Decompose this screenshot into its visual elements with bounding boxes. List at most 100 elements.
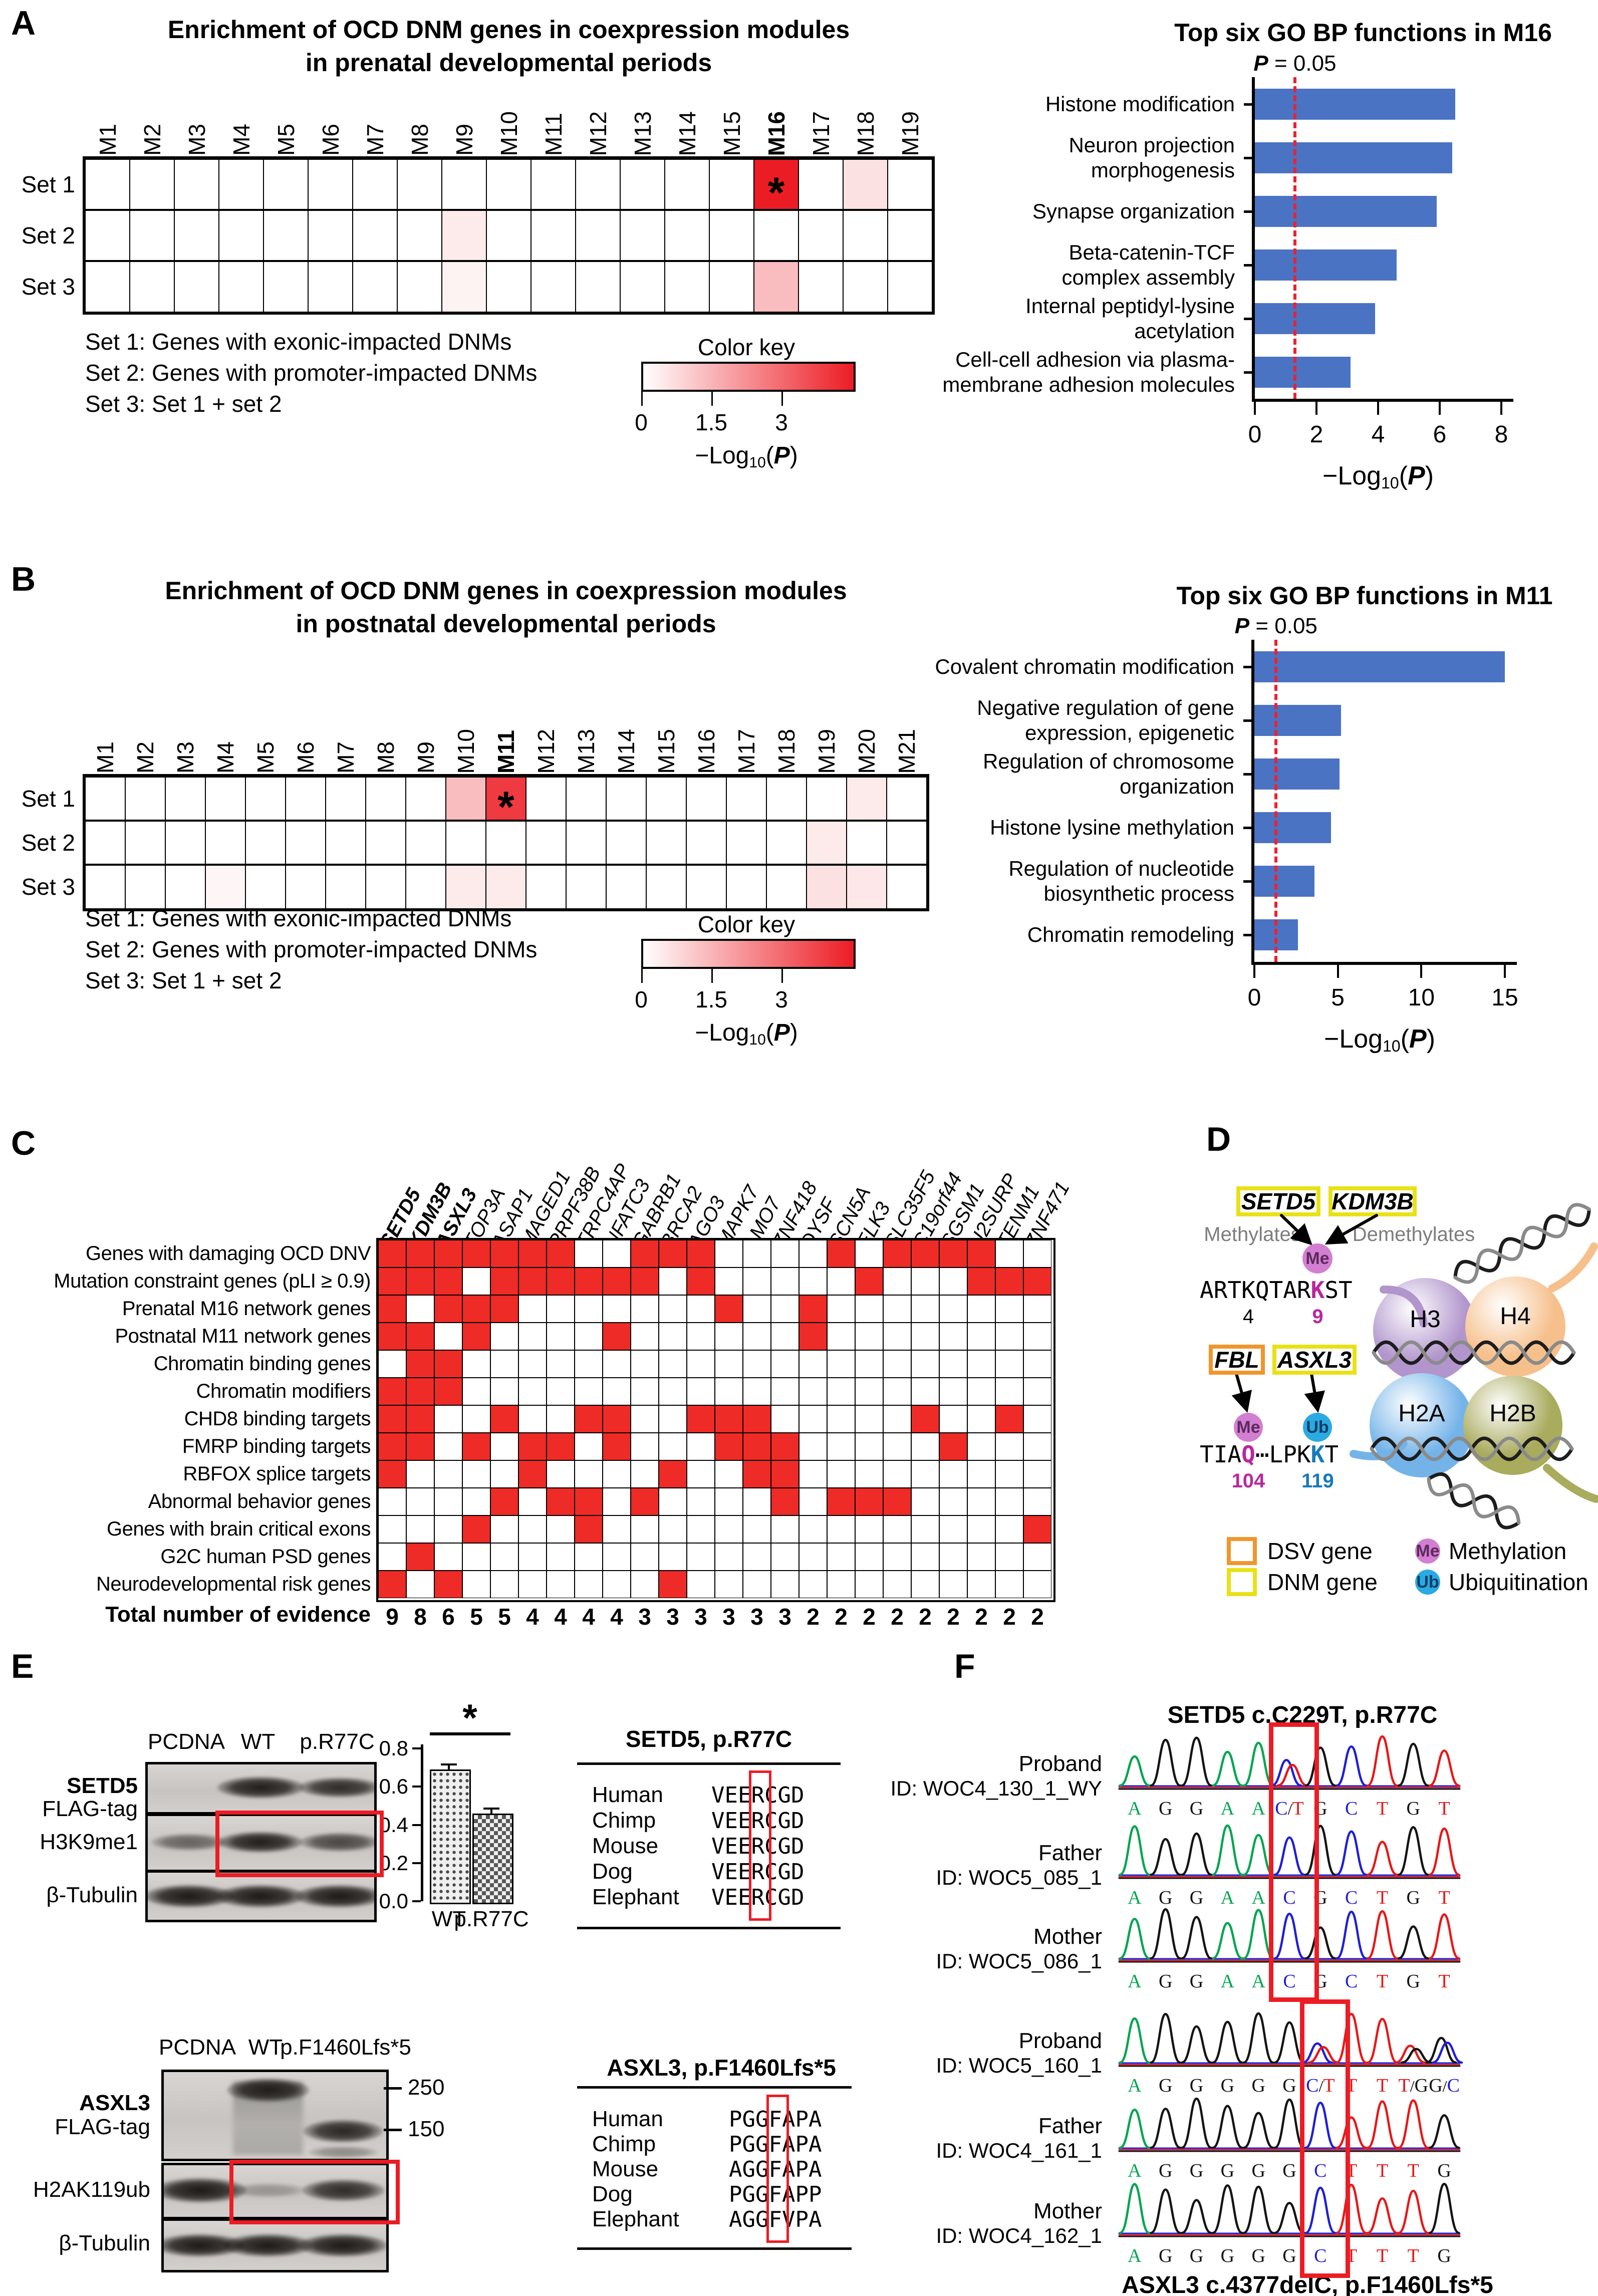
panelC-cell-r10-c17 — [855, 1515, 883, 1543]
panelD-dna-diagonal-bottom — [1427, 1472, 1521, 1529]
panelC-cell-r6-c15 — [799, 1405, 827, 1433]
panelC-cell-r0-c15 — [799, 1240, 827, 1267]
panelB-go-y-axis — [1251, 640, 1254, 962]
panelC-cell-r2-c17 — [855, 1295, 883, 1323]
panelD-seq2-char-4: ⋯ — [1255, 1441, 1269, 1468]
panelF-asxl3-trace1-who: Father — [1038, 2114, 1102, 2138]
panelC-cell-r3-c11 — [687, 1323, 715, 1350]
panelE-bot-label-tub: β-Tubulin — [59, 2231, 150, 2255]
panelC-cell-r12-c12 — [715, 1571, 743, 1598]
panelC-total-3: 5 — [470, 1604, 483, 1630]
panelD-legend-label-me: Methylation — [1449, 1538, 1567, 1564]
panelC-total-21: 2 — [975, 1604, 988, 1630]
xlabel-p: P — [773, 442, 790, 469]
panelC-cell-r11-c15 — [799, 1543, 827, 1571]
panelE-bar-ytickmark-3 — [412, 1785, 421, 1788]
panelA-cell-Set3-M10 — [486, 261, 531, 312]
panelB-go-x-ticklabel-1: 5 — [1331, 984, 1345, 1011]
panelB-cell-Set3-M16 — [686, 865, 726, 909]
panelF-setd5-t0-base0-ch: A — [1128, 1798, 1142, 1819]
panelC-cell-r7-c2 — [434, 1433, 462, 1460]
panelD-histone-label-H3: H3 — [1410, 1306, 1441, 1333]
panelE-top-setd5-band-wt — [216, 1776, 305, 1799]
panelC-cell-r7-c10 — [659, 1433, 687, 1460]
panelB-cell-Set3-M10 — [446, 865, 486, 909]
panelE-top-blot-setd5 — [145, 1762, 377, 1815]
panelC-cell-r8-c11 — [687, 1460, 715, 1488]
panelC-cell-r1-c5 — [518, 1267, 547, 1295]
panelE-top-label-flag: FLAG-tag — [42, 1797, 138, 1821]
panelC-cell-r9-c22 — [995, 1488, 1023, 1515]
panelC-cell-r12-c11 — [687, 1571, 715, 1598]
panelC-cell-r1-c2 — [434, 1267, 462, 1295]
panelC-cell-r1-c4 — [490, 1267, 518, 1295]
panelF-asxl3-t1-peak10 — [1428, 2114, 1460, 2149]
panelD-seq1-char-5: T — [1269, 1277, 1283, 1304]
panelC-cell-r1-c15 — [799, 1267, 827, 1295]
panelF-setd5-t0-peak1 — [1150, 1738, 1181, 1787]
panelA-go-x-ticklabel-2: 4 — [1371, 421, 1385, 448]
panelC-cell-r2-c15 — [799, 1295, 827, 1323]
panelC-cell-r0-c13 — [743, 1240, 771, 1267]
panelD-seq1-char-0: A — [1200, 1277, 1214, 1304]
panelB-go-x-ticklabel-2: 10 — [1408, 984, 1435, 1011]
panelC-cell-r7-c18 — [883, 1433, 911, 1460]
xlabel-sub: 10 — [749, 1032, 766, 1048]
panelC-cell-r9-c2 — [434, 1488, 462, 1515]
panelC-cell-r6-c10 — [659, 1405, 687, 1433]
panelC-cell-r7-c17 — [855, 1433, 883, 1460]
panelA-set-label-0: Set 1 — [21, 171, 75, 197]
panelB-cell-Set3-M9 — [406, 865, 446, 909]
panelC-cell-r5-c16 — [827, 1378, 855, 1405]
panelC-cell-r12-c15 — [799, 1571, 827, 1598]
panelC-cell-r11-c22 — [995, 1543, 1023, 1571]
panelE-bot-align-species-1: Chimp — [592, 2132, 656, 2156]
panelC-cell-r2-c2 — [434, 1295, 462, 1323]
panelC-cell-r11-c11 — [687, 1543, 715, 1571]
panelC-cell-r10-c2 — [434, 1515, 462, 1543]
panelE-bar-yticklabel-0: 0.0 — [379, 1889, 408, 1913]
panelC-cell-r0-c8 — [603, 1240, 631, 1267]
panelB-colorkey-ticklabel-1: 1.5 — [695, 986, 727, 1012]
panelC-cell-r7-c19 — [911, 1433, 939, 1460]
panelA-cell-Set3-M5 — [263, 261, 308, 312]
panelF-setd5-t0-peak0 — [1119, 1755, 1151, 1787]
panelC-cell-r7-c16 — [827, 1433, 855, 1460]
panelC-cell-r0-c17 — [855, 1240, 883, 1267]
panelA-go-category-4-line0: Internal peptidyl-lysine — [1025, 294, 1235, 318]
panelC-cell-r0-c3 — [462, 1240, 490, 1267]
xlabel-p: P — [1408, 461, 1425, 490]
panelD-seq1-char-7: R — [1296, 1277, 1311, 1304]
panelC-cell-r0-c6 — [547, 1240, 575, 1267]
panelC-cell-r1-c18 — [883, 1267, 911, 1295]
panelF-asxl3-t2-base9-ch: T — [1407, 2245, 1419, 2266]
panelB-go-x-ticklabel-3: 15 — [1491, 984, 1518, 1011]
panelA-cell-Set3-M11 — [531, 261, 576, 312]
panelA-go-category-4-line1: acetylation — [1134, 319, 1235, 343]
panelB-cell-Set1-M6 — [286, 777, 326, 821]
panelC-cell-r2-c9 — [631, 1295, 659, 1323]
panelD-seq2-char-7: K — [1296, 1441, 1311, 1468]
panelC-cell-r4-c7 — [575, 1350, 603, 1378]
panelC-cell-r1-c22 — [995, 1267, 1023, 1295]
panelF-asxl3-t2-peak8 — [1367, 2197, 1398, 2234]
panelC-cell-r11-c12 — [715, 1543, 743, 1571]
panelC-cell-r2-c20 — [939, 1295, 967, 1323]
panelF-asxl3-t2-base9: T — [1397, 2245, 1429, 2267]
panelC-cell-r3-c19 — [911, 1323, 939, 1350]
panelC-cell-r12-c3 — [462, 1571, 490, 1598]
panelB-go-x-tickmark-3 — [1504, 965, 1506, 978]
panelF-setd5-t2-base8: T — [1366, 1970, 1398, 1992]
panelC-cell-r3-c8 — [603, 1323, 631, 1350]
panelF-asxl3-t2-base8-ch: T — [1376, 2245, 1389, 2266]
panelB-cell-Set3-M7 — [326, 865, 366, 909]
panelC-cell-r11-c23 — [1023, 1543, 1051, 1571]
panelB-cell-Set2-M12 — [526, 821, 566, 865]
panelC-cell-r9-c6 — [547, 1488, 575, 1515]
panelF-asxl3-t0-peak1 — [1150, 2012, 1181, 2064]
panelE-bar-yticklabel-3: 0.6 — [379, 1774, 408, 1799]
panelC-cell-r4-c12 — [715, 1350, 743, 1378]
panelF-setd5-t2-peak2 — [1181, 1916, 1212, 1960]
panelE-bar-errstem-0 — [448, 1763, 450, 1769]
panelC-cell-r6-c6 — [547, 1405, 575, 1433]
